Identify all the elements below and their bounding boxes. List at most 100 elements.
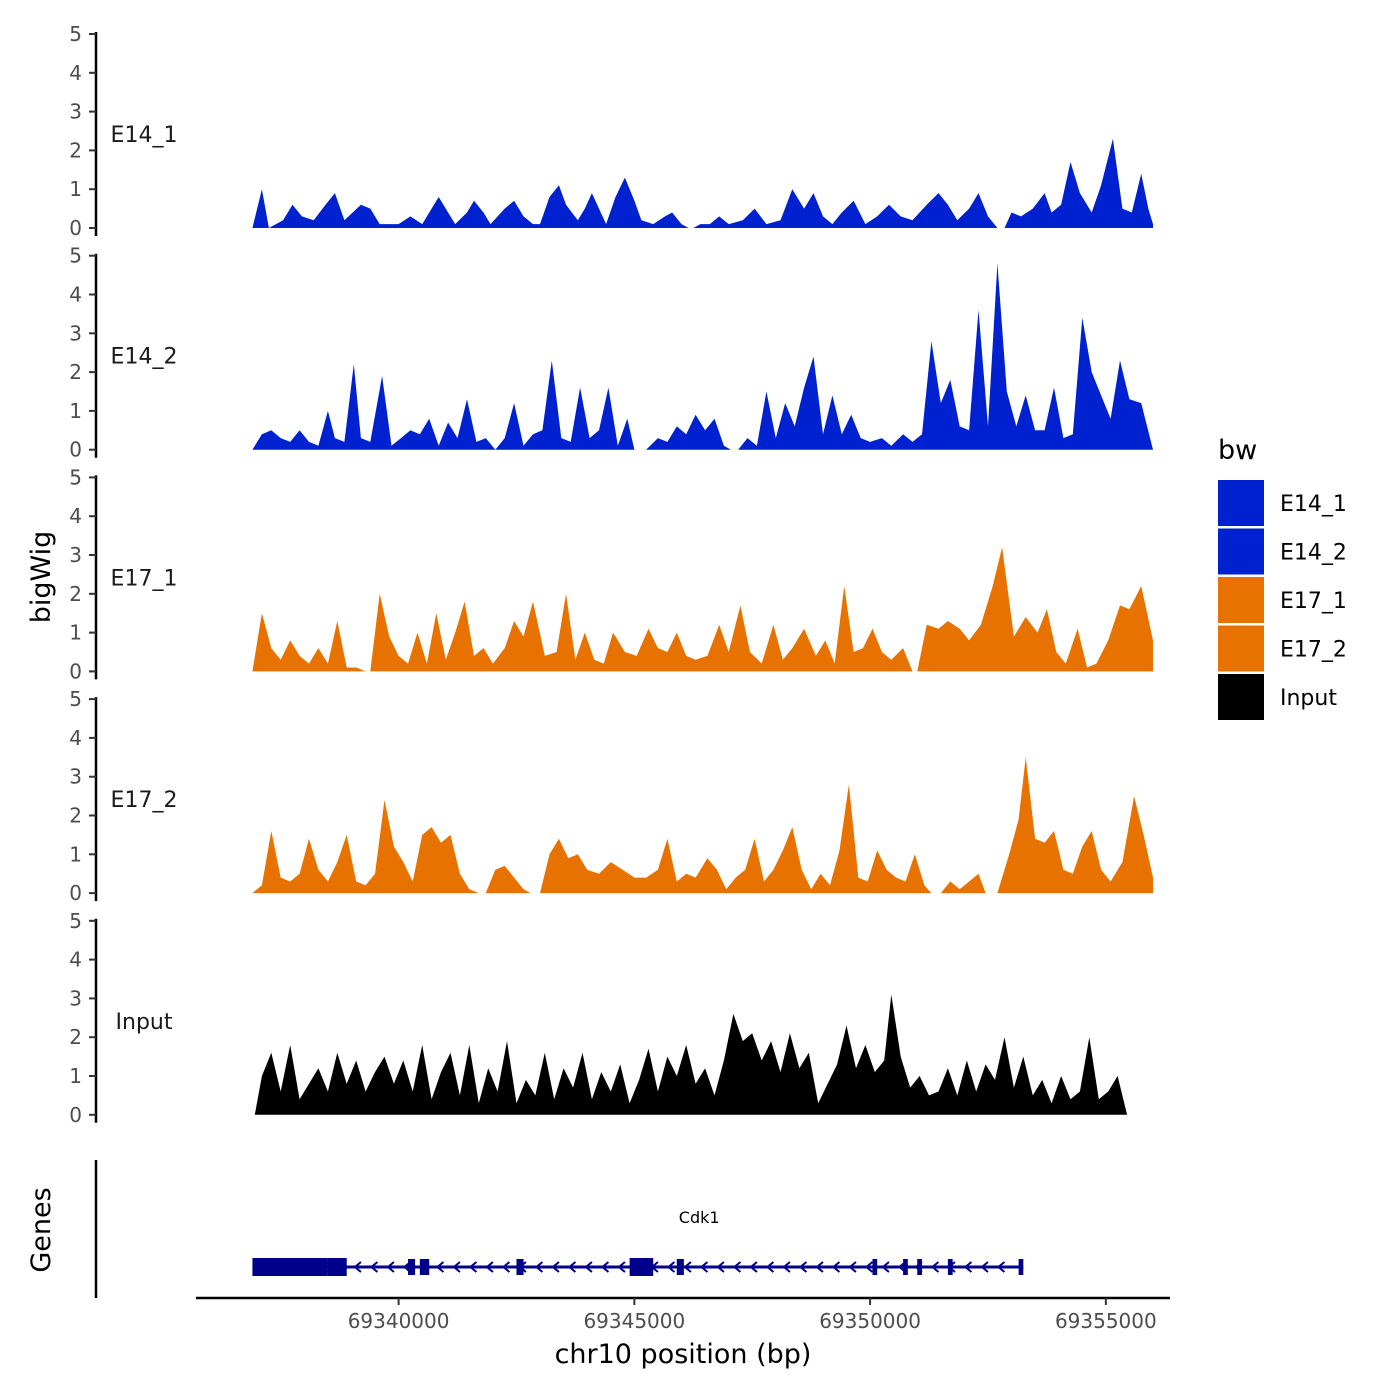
y-tick-label: 5: [69, 244, 82, 268]
x-tick-label: 69340000: [348, 1309, 450, 1333]
track-label-E17_1: E17_1: [111, 566, 178, 591]
exon: [516, 1259, 524, 1275]
y-tick-label: 4: [69, 948, 82, 972]
gene-panel: Genes Cdk1: [26, 1160, 1024, 1298]
exon: [917, 1259, 922, 1275]
legend-key-E17_1: [1218, 577, 1264, 623]
exon: [872, 1259, 878, 1275]
strand-arrow: [369, 1261, 379, 1273]
strand-arrow: [716, 1261, 725, 1273]
strand-arrow: [468, 1261, 478, 1273]
bigwig-panels: 0 1 2 3 4 5 E14_1 0 1 2 3 4 5 E14_2 0 1 2 3 4 5 E17_1 0 1 2 3 4 5 E…: [69, 22, 1153, 1127]
legend-items: E14_1 E14_2 E17_1 E17_2 Input: [1218, 480, 1347, 720]
y-tick-label: 1: [69, 177, 82, 201]
y-tick-label: 1: [69, 399, 82, 423]
y-tick-label: 1: [69, 1064, 82, 1088]
signal-area-E17_1: [252, 547, 1153, 672]
exon: [676, 1259, 684, 1275]
strand-arrow: [765, 1261, 775, 1273]
legend-key-Input: [1218, 674, 1264, 720]
strand-arrow: [683, 1261, 692, 1273]
signal-area-E14_1: [252, 138, 1153, 228]
track-label-E14_1: E14_1: [111, 123, 178, 148]
y-tick-label: 2: [69, 138, 82, 162]
y-tick-label: 2: [69, 804, 82, 828]
legend-label-E17_2: E17_2: [1280, 638, 1347, 663]
y-tick-label: 4: [69, 726, 82, 750]
y-tick-label: 3: [69, 100, 82, 124]
exon: [629, 1258, 654, 1276]
track-label-Input: Input: [116, 1010, 173, 1035]
exon: [1018, 1259, 1024, 1275]
gene-label: Cdk1: [679, 1208, 720, 1227]
legend-label-Input: Input: [1280, 686, 1337, 711]
strand-arrow: [699, 1261, 709, 1273]
signal-area-Input: [254, 994, 1135, 1115]
y-tick-label: 0: [69, 438, 82, 462]
strand-arrow: [831, 1261, 841, 1273]
strand-arrow: [980, 1261, 989, 1273]
y-tick-label: 2: [69, 360, 82, 384]
legend-label-E14_1: E14_1: [1280, 492, 1347, 517]
strand-arrow: [666, 1261, 676, 1273]
strand-arrow: [617, 1261, 626, 1273]
y-axis-title: bigWig: [26, 531, 57, 624]
strand-arrow: [485, 1261, 494, 1273]
strand-arrow: [996, 1261, 1006, 1273]
y-tick-label: 5: [69, 687, 82, 711]
panel-E14_1: 0 1 2 3 4 5 E14_1: [69, 22, 1153, 240]
strand-arrow: [567, 1261, 577, 1273]
y-tick-label: 0: [69, 881, 82, 905]
y-tick-label: 4: [69, 283, 82, 307]
strand-arrow: [452, 1261, 461, 1273]
y-tick-label: 3: [69, 543, 82, 567]
strand-arrow: [600, 1261, 610, 1273]
strand-arrow: [881, 1261, 890, 1273]
y-tick-label: 3: [69, 986, 82, 1010]
y-tick-label: 0: [69, 659, 82, 683]
strand-arrow: [386, 1261, 395, 1273]
genes-title: Genes: [26, 1187, 57, 1272]
strand-arrow: [534, 1261, 544, 1273]
x-tick-label: 69355000: [1055, 1309, 1157, 1333]
y-tick-label: 5: [69, 22, 82, 46]
signal-area-E14_2: [252, 263, 1153, 450]
strand-arrow: [864, 1261, 874, 1273]
strand-arrow: [584, 1261, 593, 1273]
gene-model: [252, 1258, 1024, 1276]
strand-arrow: [930, 1261, 940, 1273]
legend: bw E14_1 E14_2 E17_1 E17_2 Input: [1218, 435, 1347, 720]
x-tick-label: 69345000: [583, 1309, 685, 1333]
strand-arrow: [353, 1261, 362, 1273]
legend-label-E14_2: E14_2: [1280, 541, 1347, 566]
y-axis-title-text: bigWig: [26, 531, 57, 624]
strand-arrow: [749, 1261, 758, 1273]
track-label-E17_2: E17_2: [111, 788, 178, 813]
legend-key-E14_2: [1218, 528, 1264, 575]
strand-arrow: [815, 1261, 824, 1273]
y-tick-label: 1: [69, 842, 82, 866]
y-tick-label: 2: [69, 582, 82, 606]
y-tick-label: 4: [69, 61, 82, 85]
exon: [252, 1258, 328, 1276]
legend-key-E14_1: [1218, 480, 1264, 526]
strand-arrow: [848, 1261, 857, 1273]
strand-arrow: [501, 1261, 511, 1273]
exon: [419, 1259, 430, 1275]
y-tick-label: 5: [69, 909, 82, 933]
panel-E17_2: 0 1 2 3 4 5 E17_2: [69, 687, 1153, 905]
legend-key-E17_2: [1218, 625, 1264, 672]
legend-title: bw: [1218, 435, 1257, 466]
x-axis-title: chr10 position (bp): [555, 1339, 812, 1370]
strand-arrow: [551, 1261, 560, 1273]
strand-arrow: [782, 1261, 791, 1273]
y-tick-label: 3: [69, 765, 82, 789]
x-ticks: 69340000 69345000 69350000 69355000: [348, 1298, 1157, 1333]
y-tick-label: 0: [69, 216, 82, 240]
signal-area-E17_2: [252, 757, 1153, 894]
panel-E14_2: 0 1 2 3 4 5 E14_2: [69, 244, 1153, 462]
y-tick-label: 2: [69, 1025, 82, 1049]
exon: [903, 1259, 908, 1275]
strand-arrow: [963, 1261, 973, 1273]
